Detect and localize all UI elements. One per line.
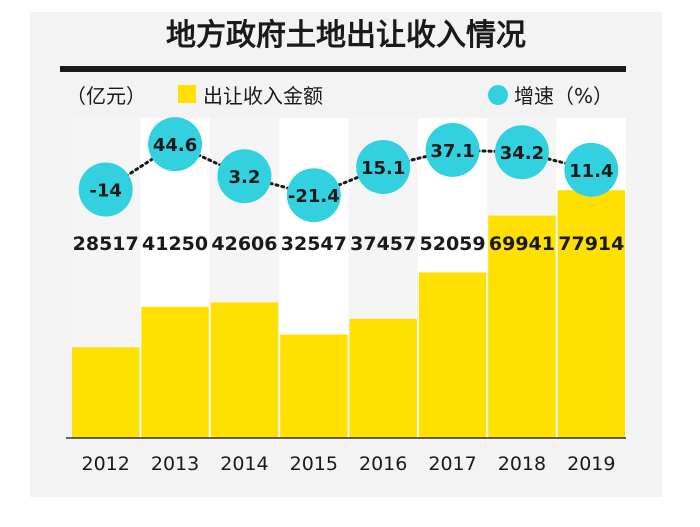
growth-value-label-2016: 15.1 [361,158,405,179]
x-tick-label-2014: 2014 [220,453,268,475]
growth-value-label-2013: 44.6 [153,135,197,156]
legend-bar-swatch [178,85,196,103]
bar-value-label-2013: 41250 [142,233,208,255]
bar-value-label-2019: 77914 [558,233,624,255]
growth-value-label-2012: -14 [89,180,122,201]
growth-value-label-2018: 34.2 [500,143,544,164]
growth-bubble-2017 [425,122,480,177]
x-tick-label-2013: 2013 [151,453,199,475]
legend-unit-label: （亿元） [66,84,146,108]
growth-bubble-2015 [286,168,341,223]
title-rule [60,66,626,72]
bar-2017 [418,272,487,438]
bar-2016 [349,318,417,438]
bar-2018 [488,215,556,438]
bar-2019 [557,190,625,438]
growth-bubble-2019 [564,142,619,197]
bar-2013 [141,306,209,438]
bar-2015 [280,334,348,438]
bar-2014 [210,302,279,438]
x-axis-tick-labels: 2012 2013 2014 2015 2016 2017 2018 2019 [82,453,616,475]
legend: （亿元） 出让收入金额 增速（%） [66,84,613,108]
bar-value-label-2014: 42606 [211,233,277,255]
growth-value-label-2017: 37.1 [430,141,474,162]
growth-bubble-2016 [356,139,411,194]
growth-bubble-2013 [148,117,203,172]
growth-bubble-2014 [217,149,272,204]
x-tick-label-2012: 2012 [82,453,130,475]
bar-series [72,190,625,438]
growth-bubbles: -14 44.6 3.2 -21.4 15.1 37.1 34.2 11.4 [78,117,619,223]
legend-bar-label: 出让收入金额 [203,84,323,108]
x-tick-label-2016: 2016 [359,453,407,475]
bar-value-label-2018: 69941 [489,233,555,255]
growth-value-label-2015: -21.4 [288,186,340,207]
chart-title: 地方政府土地出让收入情况 [166,18,526,53]
x-tick-label-2018: 2018 [498,453,546,475]
x-tick-label-2015: 2015 [290,453,338,475]
bar-value-labels: 28517 41250 42606 32547 37457 52059 69941 77914 [73,233,625,255]
growth-value-label-2019: 11.4 [569,161,613,182]
bar-value-label-2015: 32547 [281,233,347,255]
bar-value-label-2017: 52059 [420,233,486,255]
growth-bubble-2018 [494,125,549,180]
legend-dot-swatch [488,85,508,105]
legend-dot-label: 增速（%） [514,84,613,108]
bar-2012 [72,347,140,438]
x-tick-label-2019: 2019 [567,453,615,475]
x-tick-label-2017: 2017 [428,453,476,475]
bar-value-label-2016: 37457 [350,233,416,255]
growth-bubble-2012 [78,162,133,217]
bar-value-label-2012: 28517 [73,233,139,255]
growth-value-label-2014: 3.2 [228,167,260,188]
